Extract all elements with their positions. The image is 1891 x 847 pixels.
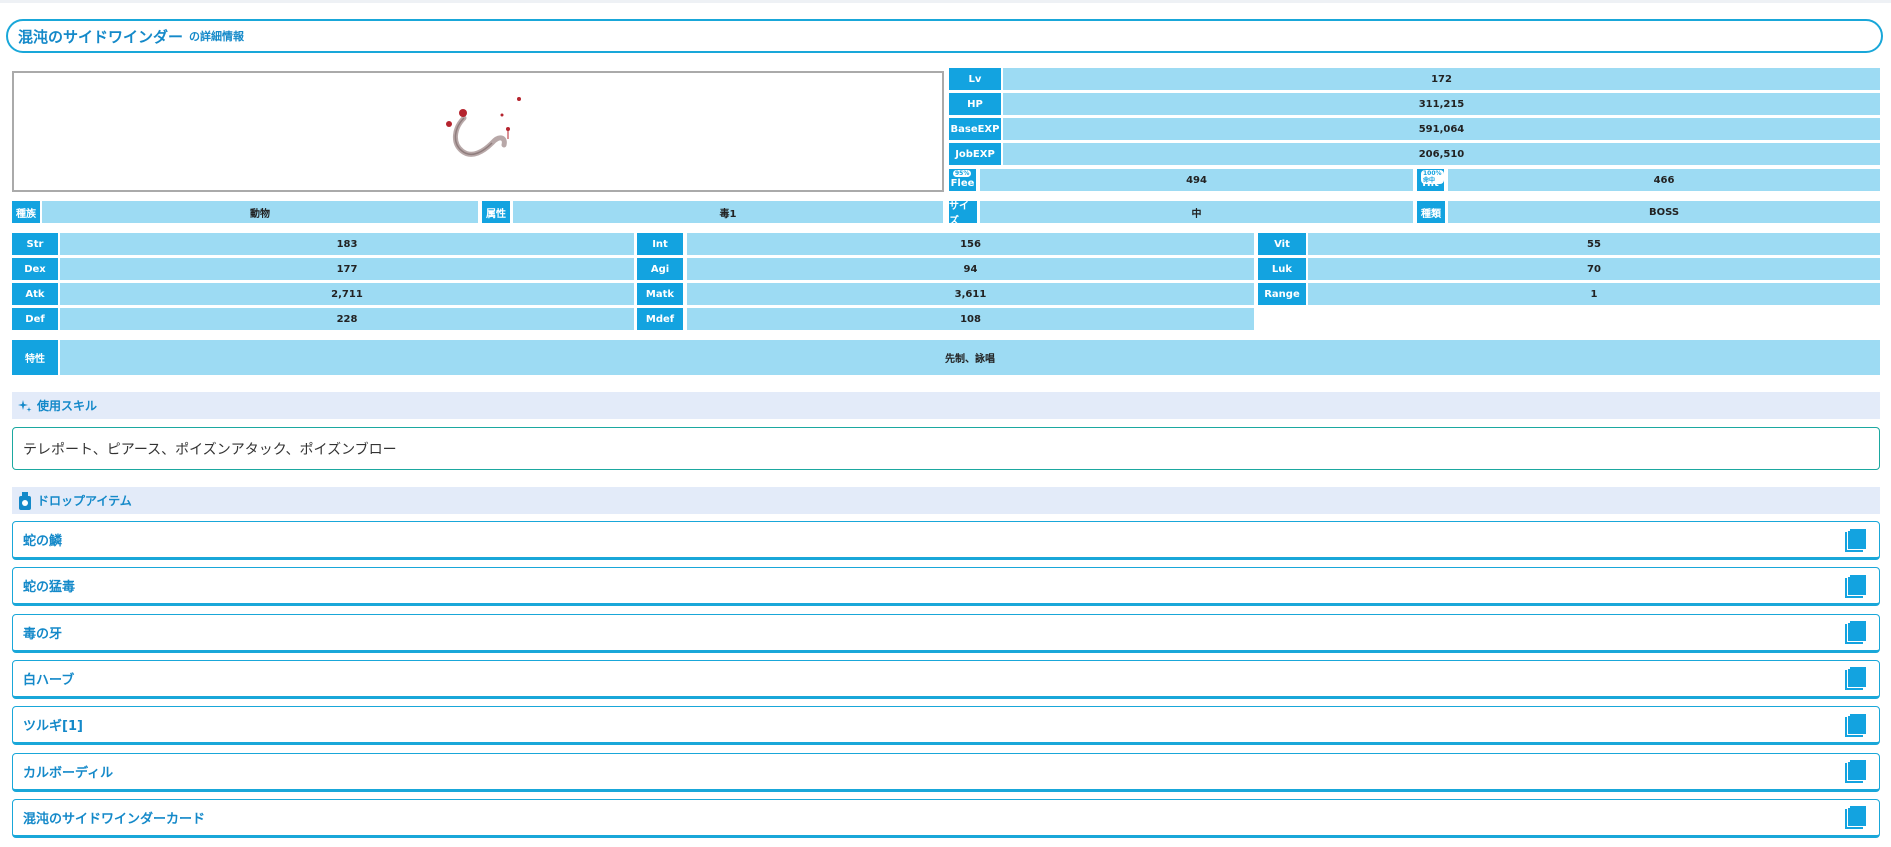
param-label-atk: Atk [12, 283, 58, 305]
stat-value-lv: 172 [1003, 68, 1880, 90]
stat-value-jobexp: 206,510 [1003, 143, 1880, 165]
drop-item[interactable]: 蛇の猛毒 [12, 567, 1880, 607]
attribute-label-2: サイズ [949, 201, 977, 227]
book-icon[interactable] [1845, 805, 1867, 830]
param-label-range: Range [1258, 283, 1306, 305]
stat-label-jobexp: JobEXP [949, 143, 1001, 165]
drop-item[interactable]: ツルギ[1] [12, 706, 1880, 746]
attribute-value-2: 中 [980, 201, 1413, 223]
param-label-luk: Luk [1258, 258, 1306, 280]
stat-value-baseexp: 591,064 [1003, 118, 1880, 140]
stat-label-hp: HP [949, 93, 1001, 115]
drop-item-name[interactable]: 蛇の猛毒 [23, 580, 76, 596]
skills-list: テレポート、ピアース、ポイズンアタック、ポイズンブロー [12, 427, 1880, 470]
book-icon[interactable] [1845, 713, 1867, 737]
drop-item-name[interactable]: ツルギ[1] [23, 719, 83, 735]
drop-item[interactable]: 蛇の鱗 [12, 521, 1880, 560]
param-label-vit: Vit [1258, 233, 1306, 255]
hit-value: 466 [1448, 169, 1880, 191]
skills-heading-label: 使用スキル [37, 399, 98, 413]
hit-badge: 100%命中 [1421, 170, 1444, 184]
flee-label: 95% Flee [949, 169, 976, 191]
param-value-luk: 70 [1308, 258, 1880, 280]
attribute-label-0: 種族 [12, 201, 40, 223]
book-icon[interactable] [1845, 528, 1867, 552]
drop-item-name[interactable]: 蛇の鱗 [23, 534, 63, 549]
book-icon[interactable] [1845, 666, 1867, 691]
param-value-def: 228 [60, 308, 634, 330]
param-value-str: 183 [60, 233, 634, 255]
traits-value: 先制、詠唱 [60, 340, 1880, 375]
drop-item-name[interactable]: 白ハーブ [23, 672, 75, 688]
drops-heading: ドロップアイテム [12, 487, 1880, 514]
page-frame: 混沌のサイドワインダー の詳細情報 使用スキル テレポート、ピアース、ポイズンア… [0, 3, 1891, 847]
param-label-int: Int [637, 233, 683, 255]
param-value-atk: 2,711 [60, 283, 634, 305]
drop-item[interactable]: 白ハーブ [12, 659, 1880, 699]
drop-item-name[interactable]: 毒の牙 [23, 626, 63, 642]
book-icon[interactable] [1845, 574, 1867, 598]
param-value-matk: 3,611 [687, 283, 1254, 305]
attribute-value-0: 動物 [42, 201, 478, 223]
sparkle-icon [18, 399, 32, 412]
monster-image [12, 71, 944, 192]
attribute-label-1: 属性 [482, 201, 510, 223]
param-value-dex: 177 [60, 258, 634, 280]
flee-badge: 95% [953, 170, 972, 177]
stat-label-lv: Lv [949, 68, 1001, 90]
param-value-int: 156 [687, 233, 1254, 255]
param-value-vit: 55 [1308, 233, 1880, 255]
param-label-def: Def [12, 308, 58, 330]
flee-label-text: Flee [950, 177, 975, 189]
monster-name: 混沌のサイドワインダー [18, 27, 184, 46]
param-value-range: 1 [1308, 283, 1880, 305]
attribute-label-3: 種類 [1417, 201, 1445, 223]
book-icon[interactable] [1845, 759, 1867, 783]
attribute-value-3: BOSS [1448, 201, 1880, 223]
drop-item-name[interactable]: カルボーディル [23, 765, 114, 781]
sidewinder-sprite [446, 97, 521, 157]
drop-item-name[interactable]: 混沌のサイドワインダーカード [23, 811, 206, 827]
stat-label-baseexp: BaseEXP [949, 118, 1001, 140]
param-label-mdef: Mdef [637, 308, 683, 330]
drop-item[interactable]: 毒の牙 [12, 613, 1880, 653]
potion-icon [19, 491, 31, 510]
param-label-str: Str [12, 233, 58, 255]
drop-item[interactable]: カルボーディル [12, 752, 1880, 792]
param-value-mdef: 108 [687, 308, 1254, 330]
stat-value-hp: 311,215 [1003, 93, 1880, 115]
param-label-dex: Dex [12, 258, 58, 280]
flee-value: 494 [980, 169, 1413, 191]
traits-label: 特性 [12, 340, 58, 375]
param-label-matk: Matk [637, 283, 683, 305]
hit-label: 100%命中Hit [1417, 169, 1444, 191]
title-suffix: の詳細情報 [189, 30, 245, 43]
skills-heading: 使用スキル [12, 392, 1880, 419]
book-icon[interactable] [1845, 620, 1867, 645]
drops-heading-label: ドロップアイテム [37, 494, 132, 508]
param-value-agi: 94 [687, 258, 1254, 280]
param-label-agi: Agi [637, 258, 683, 280]
attribute-value-1: 毒1 [513, 201, 943, 223]
drop-item[interactable]: 混沌のサイドワインダーカード [12, 798, 1880, 838]
page-title: 混沌のサイドワインダー の詳細情報 [6, 19, 1883, 53]
